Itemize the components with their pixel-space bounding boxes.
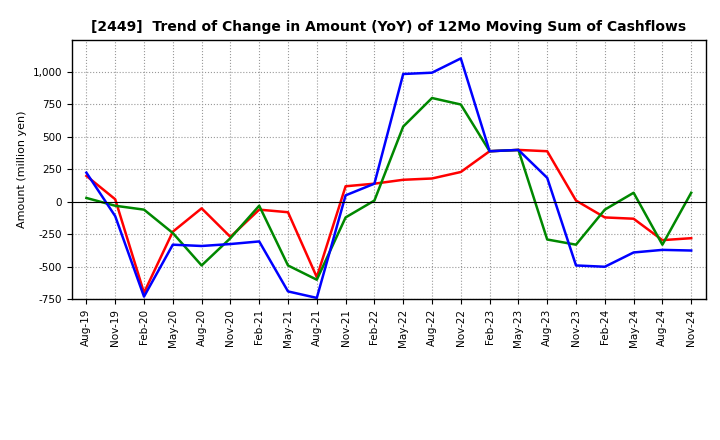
Operating Cashflow	[629, 216, 638, 221]
Line: Investing Cashflow: Investing Cashflow	[86, 98, 691, 280]
Operating Cashflow	[485, 149, 494, 154]
Investing Cashflow	[485, 149, 494, 154]
Operating Cashflow	[82, 173, 91, 179]
Free Cashflow	[600, 264, 609, 269]
Investing Cashflow	[428, 95, 436, 101]
Free Cashflow	[428, 70, 436, 75]
Free Cashflow	[543, 175, 552, 180]
Free Cashflow	[629, 250, 638, 255]
Operating Cashflow	[600, 215, 609, 220]
Investing Cashflow	[456, 102, 465, 107]
Free Cashflow	[370, 181, 379, 186]
Operating Cashflow	[456, 169, 465, 175]
Free Cashflow	[341, 193, 350, 198]
Operating Cashflow	[341, 183, 350, 189]
Investing Cashflow	[140, 207, 148, 212]
Investing Cashflow	[284, 263, 292, 268]
Investing Cashflow	[226, 235, 235, 241]
Free Cashflow	[312, 295, 321, 301]
Operating Cashflow	[312, 275, 321, 280]
Operating Cashflow	[111, 197, 120, 202]
Investing Cashflow	[687, 190, 696, 195]
Investing Cashflow	[255, 203, 264, 209]
Operating Cashflow	[514, 147, 523, 153]
Free Cashflow	[572, 263, 580, 268]
Investing Cashflow	[399, 124, 408, 129]
Operating Cashflow	[543, 149, 552, 154]
Investing Cashflow	[543, 237, 552, 242]
Free Cashflow	[255, 239, 264, 244]
Free Cashflow	[658, 247, 667, 253]
Operating Cashflow	[226, 234, 235, 239]
Operating Cashflow	[140, 290, 148, 295]
Investing Cashflow	[312, 277, 321, 282]
Line: Free Cashflow: Free Cashflow	[86, 59, 691, 298]
Operating Cashflow	[428, 176, 436, 181]
Line: Operating Cashflow: Operating Cashflow	[86, 150, 691, 293]
Operating Cashflow	[572, 198, 580, 203]
Free Cashflow	[687, 248, 696, 253]
Free Cashflow	[514, 147, 523, 153]
Investing Cashflow	[111, 203, 120, 209]
Investing Cashflow	[82, 195, 91, 201]
Investing Cashflow	[572, 242, 580, 247]
Investing Cashflow	[197, 263, 206, 268]
Title: [2449]  Trend of Change in Amount (YoY) of 12Mo Moving Sum of Cashflows: [2449] Trend of Change in Amount (YoY) o…	[91, 20, 686, 34]
Operating Cashflow	[399, 177, 408, 183]
Investing Cashflow	[341, 215, 350, 220]
Investing Cashflow	[629, 190, 638, 195]
Investing Cashflow	[370, 198, 379, 203]
Y-axis label: Amount (million yen): Amount (million yen)	[17, 110, 27, 228]
Operating Cashflow	[687, 235, 696, 241]
Free Cashflow	[82, 170, 91, 175]
Free Cashflow	[226, 242, 235, 247]
Operating Cashflow	[255, 207, 264, 212]
Free Cashflow	[111, 213, 120, 219]
Operating Cashflow	[197, 205, 206, 211]
Investing Cashflow	[168, 231, 177, 236]
Free Cashflow	[399, 71, 408, 77]
Free Cashflow	[284, 289, 292, 294]
Free Cashflow	[140, 294, 148, 299]
Free Cashflow	[197, 243, 206, 249]
Free Cashflow	[485, 149, 494, 154]
Investing Cashflow	[600, 207, 609, 212]
Operating Cashflow	[168, 229, 177, 235]
Operating Cashflow	[658, 238, 667, 243]
Free Cashflow	[456, 56, 465, 61]
Operating Cashflow	[370, 181, 379, 186]
Investing Cashflow	[658, 242, 667, 247]
Operating Cashflow	[284, 209, 292, 215]
Investing Cashflow	[514, 147, 523, 153]
Free Cashflow	[168, 242, 177, 247]
